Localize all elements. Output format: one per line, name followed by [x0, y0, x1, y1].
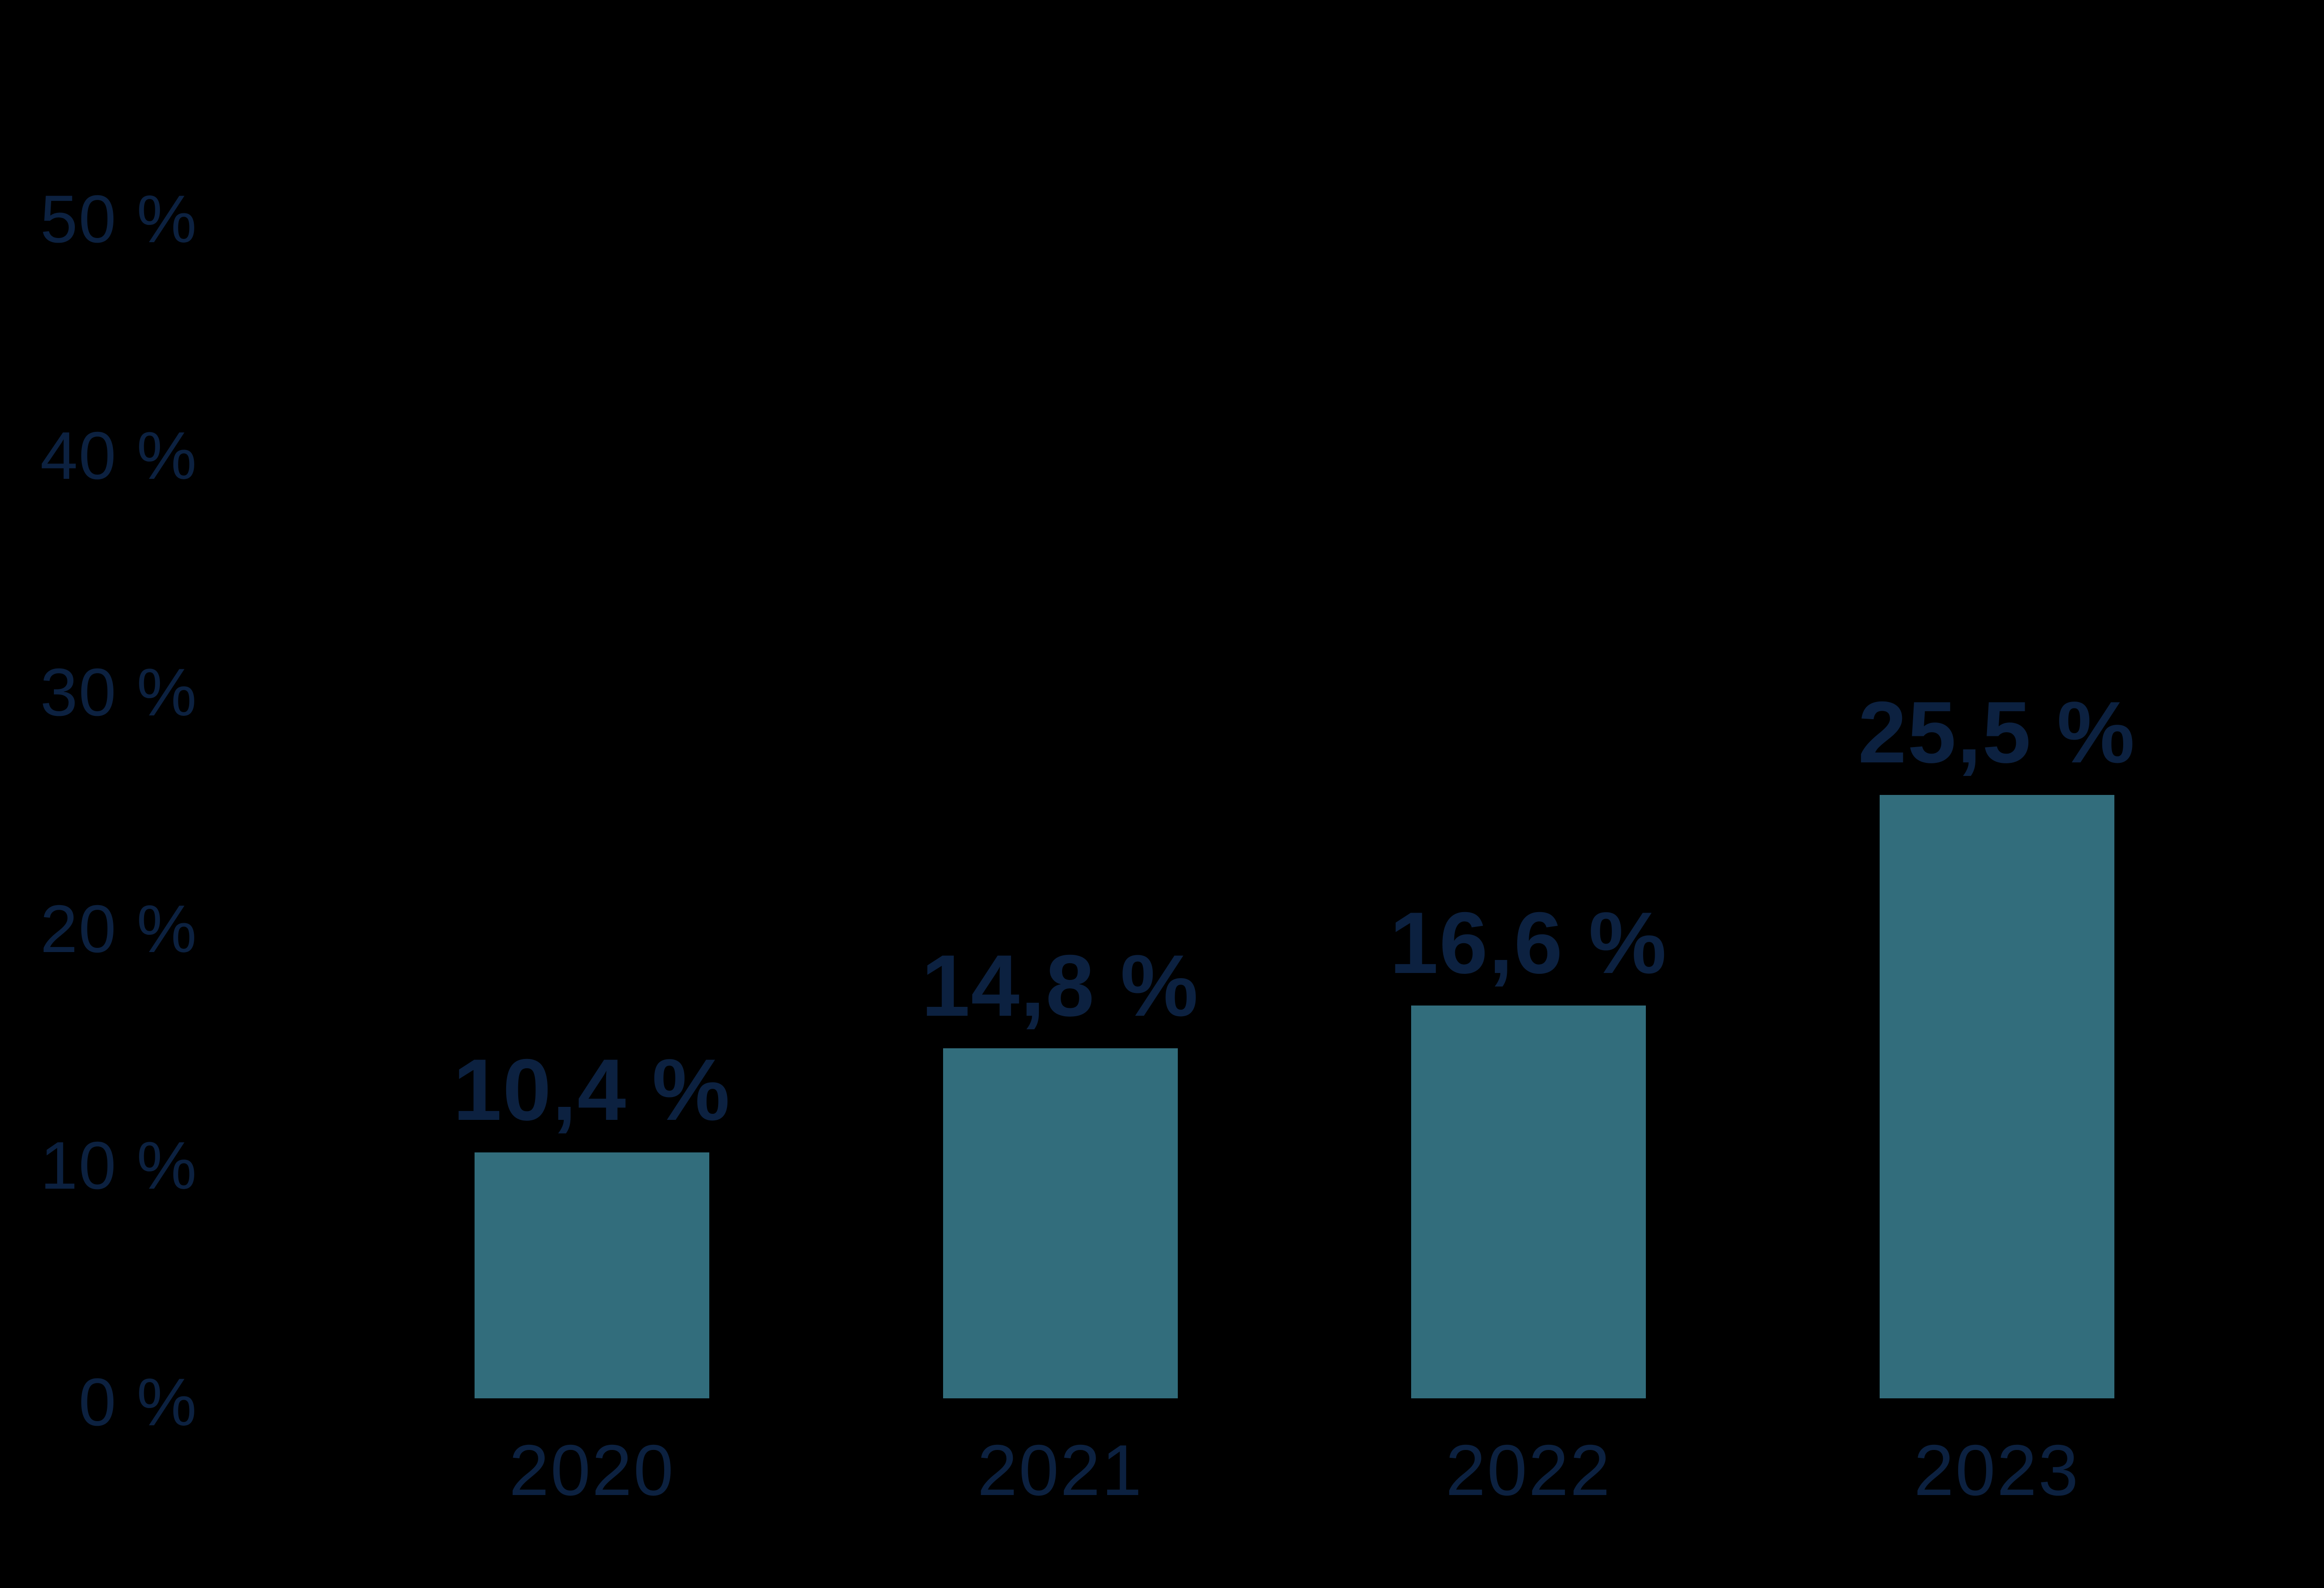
x-axis-tick-label: 2020	[509, 1430, 675, 1510]
x-axis-tick-label: 2024	[2256, 1434, 2324, 1506]
y-axis-tick-label: 20 %	[40, 891, 198, 966]
bar-2023	[1879, 795, 2114, 1398]
y-axis-tick-label: 0 %	[79, 1364, 198, 1440]
y-axis-tick-label: 40 %	[40, 418, 198, 493]
y-axis-tick-label: 10 %	[40, 1128, 198, 1203]
bar-value-label: 16,6 %	[1389, 894, 1668, 992]
bar-2021	[943, 1048, 1178, 1398]
bar-value-label: 49,7 %	[2256, 116, 2324, 203]
bar-value-label: 10,4 %	[453, 1040, 731, 1138]
x-axis-tick-label: 2023	[1914, 1430, 2080, 1510]
y-axis-tick-label: 30 %	[40, 655, 198, 730]
bar-value-label: 25,5 %	[1858, 683, 2136, 781]
bar-2022	[1411, 1006, 1646, 1398]
x-axis-tick-label: 2022	[1446, 1430, 1611, 1510]
bar-2020	[475, 1152, 709, 1398]
bar-value-label: 14,8 %	[921, 936, 1199, 1034]
y-axis-tick-label: 50 %	[40, 181, 198, 257]
x-axis-tick-label: 2021	[977, 1430, 1143, 1510]
